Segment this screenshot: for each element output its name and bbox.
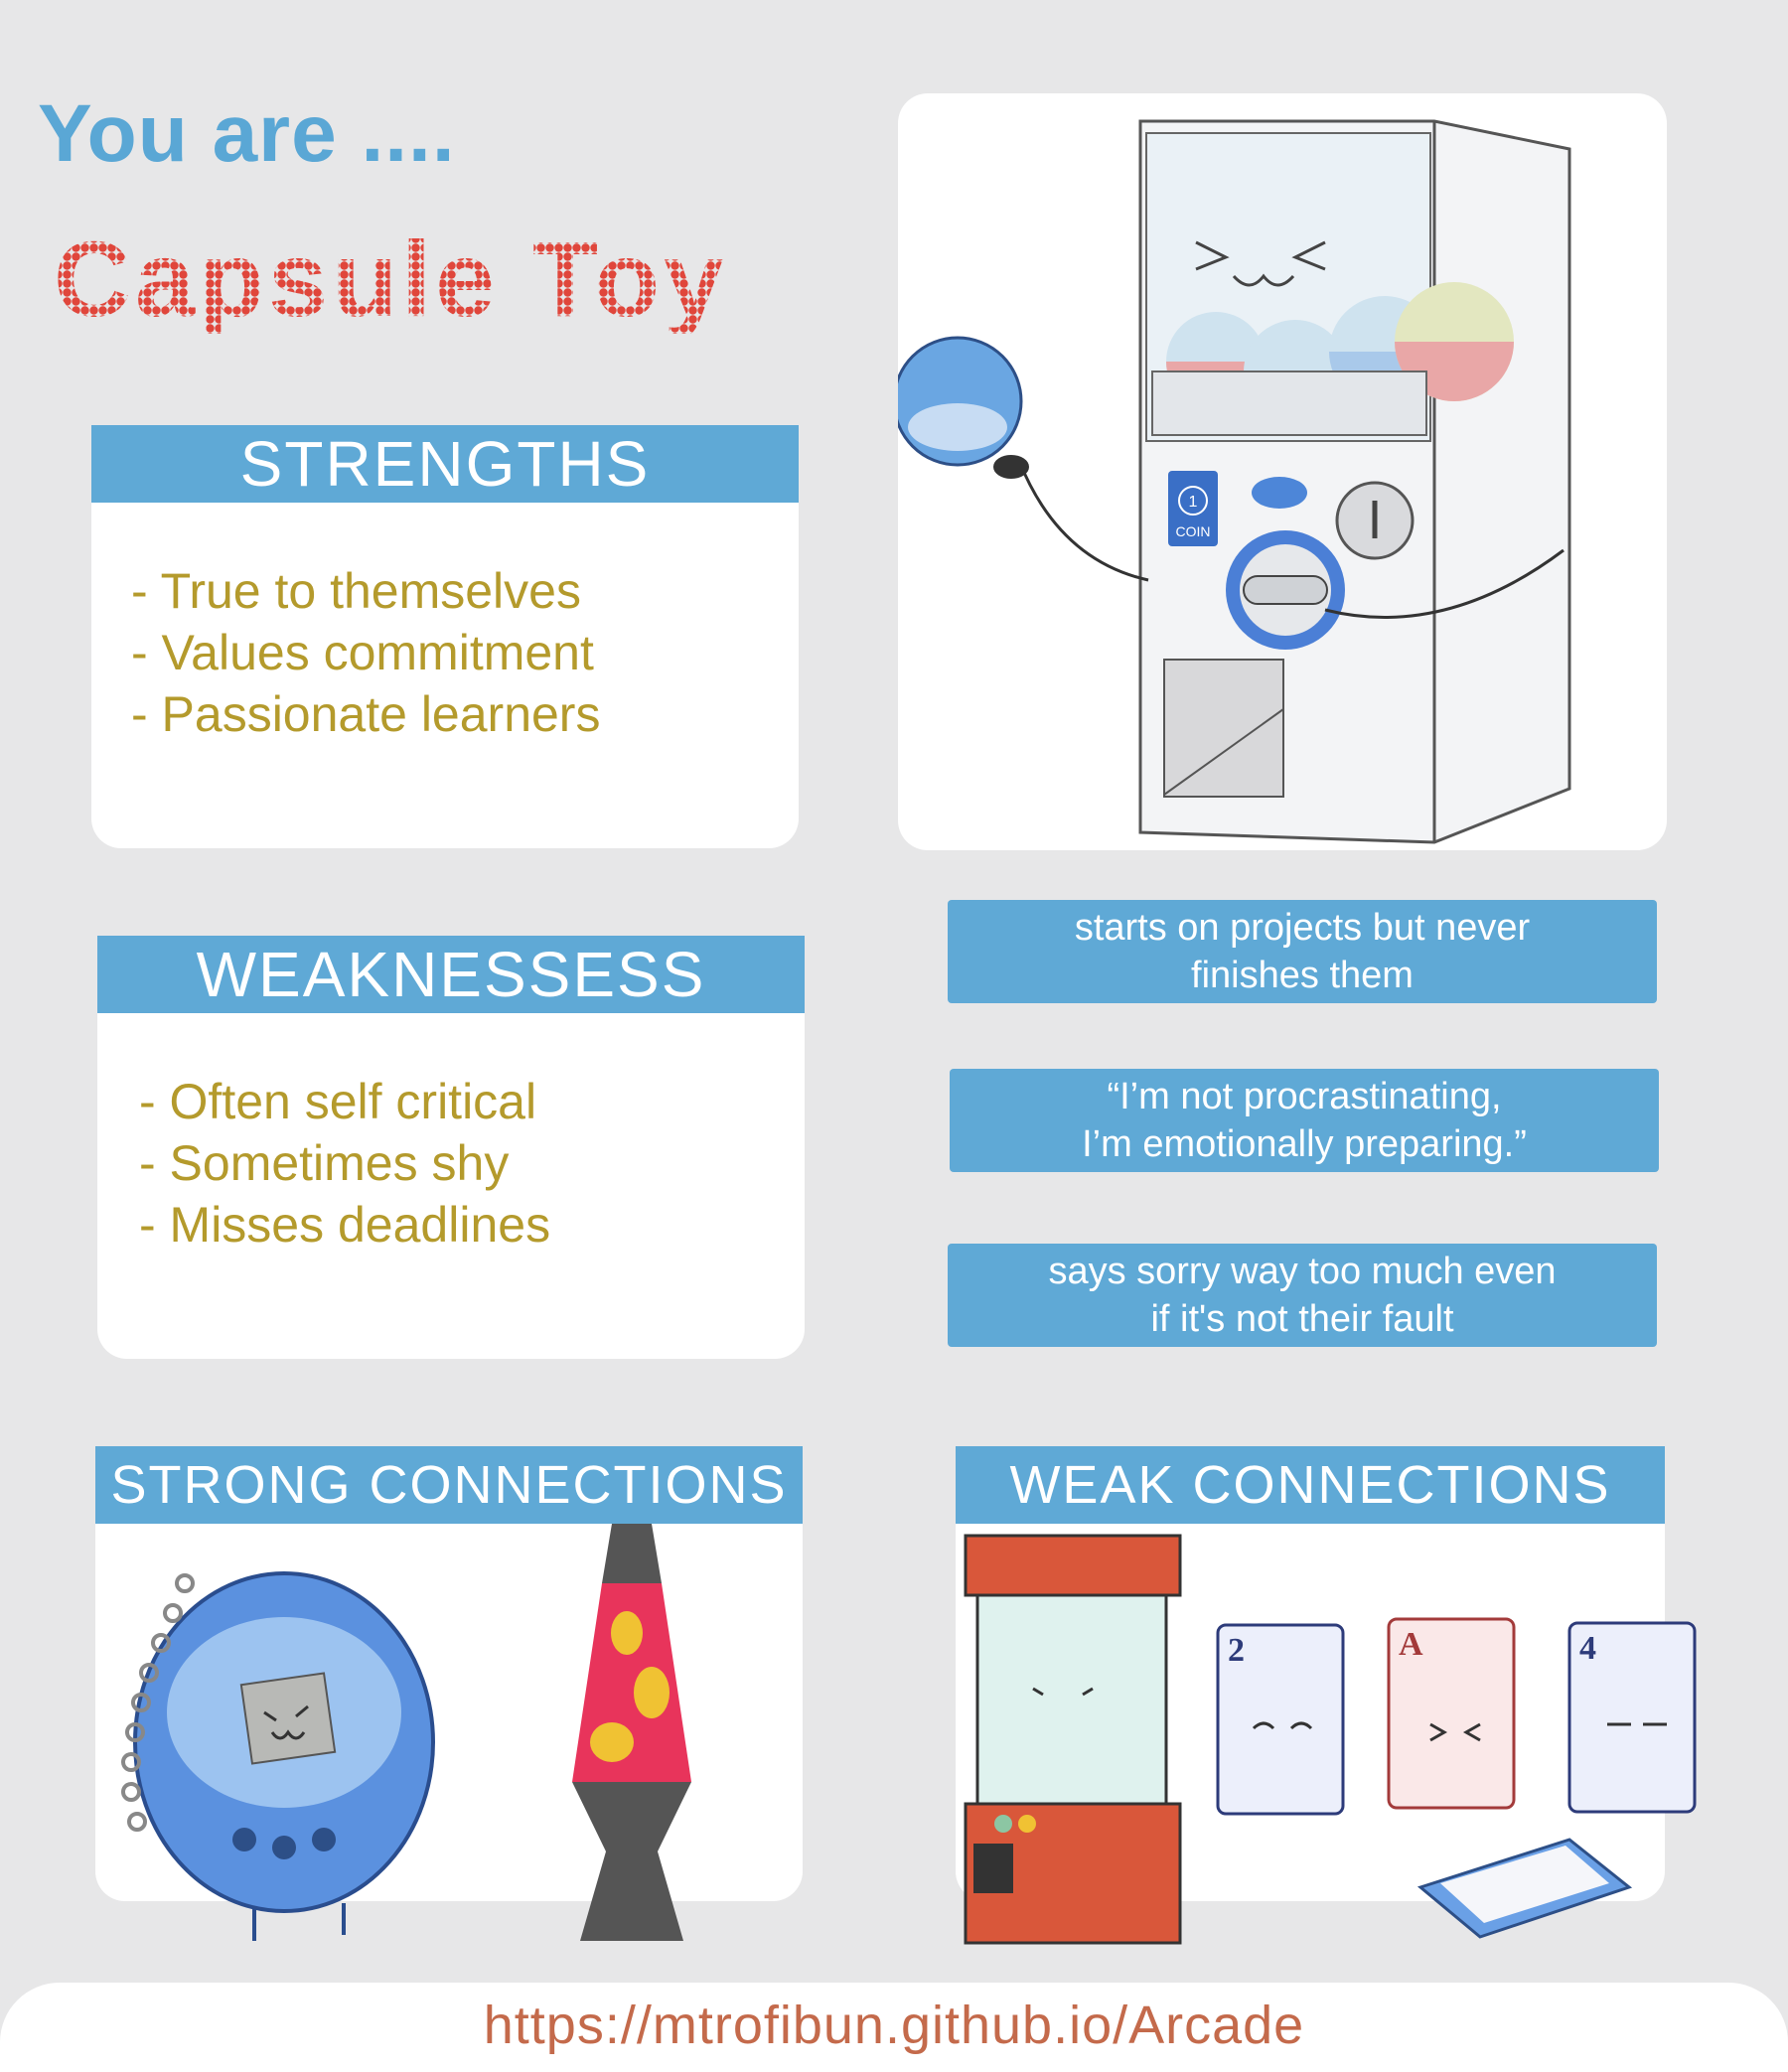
quote-bubble: “I’m not procrastinating, I’m emotionally… <box>950 1069 1659 1172</box>
weak-connections-header: WEAK CONNECTIONS <box>956 1446 1665 1524</box>
list-item: - Passionate learners <box>131 686 601 742</box>
list-item: - Sometimes shy <box>139 1135 510 1191</box>
footer-url-link[interactable]: https://mtrofibun.github.io/Arcade <box>483 1996 1305 2055</box>
list-item: - True to themselves <box>131 563 581 619</box>
strong-connections-header: STRONG CONNECTIONS <box>95 1446 803 1524</box>
strengths-list: - True to themselves - Values commitment… <box>131 560 600 745</box>
quote-bubble: says sorry way too much even if it's not … <box>948 1244 1657 1347</box>
svg-text:COIN: COIN <box>1176 523 1211 539</box>
weak-connections-illustration: 2 A 4 <box>964 1534 1697 1945</box>
intro-text: You are .... <box>38 88 456 179</box>
svg-text:4: 4 <box>1579 1630 1596 1667</box>
list-item: - Values commitment <box>131 625 594 680</box>
result-title: Capsule Toy <box>54 234 727 334</box>
svg-text:2: 2 <box>1228 1632 1245 1669</box>
svg-text:1: 1 <box>1189 494 1198 511</box>
weaknesses-list: - Often self critical - Sometimes shy - … <box>139 1071 550 1256</box>
weaknesses-header: WEAKNESSESS <box>97 936 805 1013</box>
list-item: - Often self critical <box>139 1074 537 1129</box>
strengths-header: STRENGTHS <box>91 425 799 503</box>
capsule-machine-illustration: 1 COIN <box>898 119 1571 844</box>
strong-connections-illustration <box>121 1524 691 1941</box>
quote-bubble: starts on projects but never finishes the… <box>948 900 1657 1003</box>
svg-text:Capsule Toy: Capsule Toy <box>54 234 727 334</box>
svg-text:A: A <box>1399 1626 1423 1663</box>
list-item: - Misses deadlines <box>139 1197 551 1253</box>
